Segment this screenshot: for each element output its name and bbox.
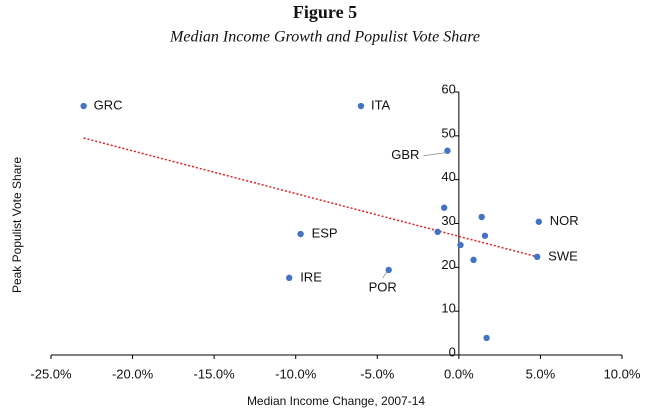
- x-tick-label: -15.0%: [194, 366, 236, 381]
- point: [285, 274, 293, 282]
- point: [357, 102, 365, 110]
- y-tick-label: 40: [441, 169, 455, 184]
- leader-line: [423, 152, 446, 157]
- point: [80, 102, 87, 110]
- point: [440, 204, 448, 211]
- y-tick-label: 10: [441, 301, 455, 316]
- point-label: GRC: [94, 97, 123, 112]
- point-label: GBR: [391, 147, 419, 162]
- chart-subtitle: Median Income Growth and Populist Vote S…: [169, 29, 480, 46]
- x-tick-label: -5.0%: [360, 366, 394, 381]
- trendline: [83, 137, 538, 258]
- point: [535, 218, 542, 225]
- point: [481, 232, 489, 239]
- point: [483, 334, 490, 342]
- x-tick-label: 10.0%: [604, 366, 641, 381]
- y-tick-label: 60: [441, 81, 455, 96]
- x-tick-label: 5.0%: [526, 366, 556, 381]
- x-tick-label: -20.0%: [112, 366, 154, 381]
- point: [478, 213, 485, 221]
- point-label: NOR: [550, 213, 579, 228]
- x-axis-label: Median Income Change, 2007-14: [247, 394, 425, 408]
- x-tick-label: -10.0%: [275, 366, 317, 381]
- point: [533, 253, 541, 261]
- x-tick-label: -25.0%: [30, 366, 72, 381]
- point: [444, 147, 451, 154]
- leader-line: [382, 271, 388, 279]
- point-label: ESP: [312, 225, 338, 240]
- point: [470, 256, 477, 264]
- y-axis-label: Peak Populist Vote Share: [10, 157, 24, 293]
- point-label: ITA: [371, 97, 391, 112]
- point: [297, 230, 304, 238]
- y-tick-label: 50: [441, 125, 455, 140]
- point-label: SWE: [548, 248, 578, 263]
- x-tick-label: 0.0%: [444, 366, 474, 381]
- chart-title: Figure 5: [293, 2, 357, 22]
- point: [434, 228, 441, 236]
- point: [385, 266, 392, 274]
- y-tick-label: 20: [441, 257, 455, 272]
- y-tick-label: 0: [449, 344, 456, 359]
- y-tick-label: 30: [441, 213, 455, 228]
- point: [457, 241, 464, 249]
- point-label: POR: [369, 279, 397, 294]
- point-label: IRE: [300, 269, 322, 284]
